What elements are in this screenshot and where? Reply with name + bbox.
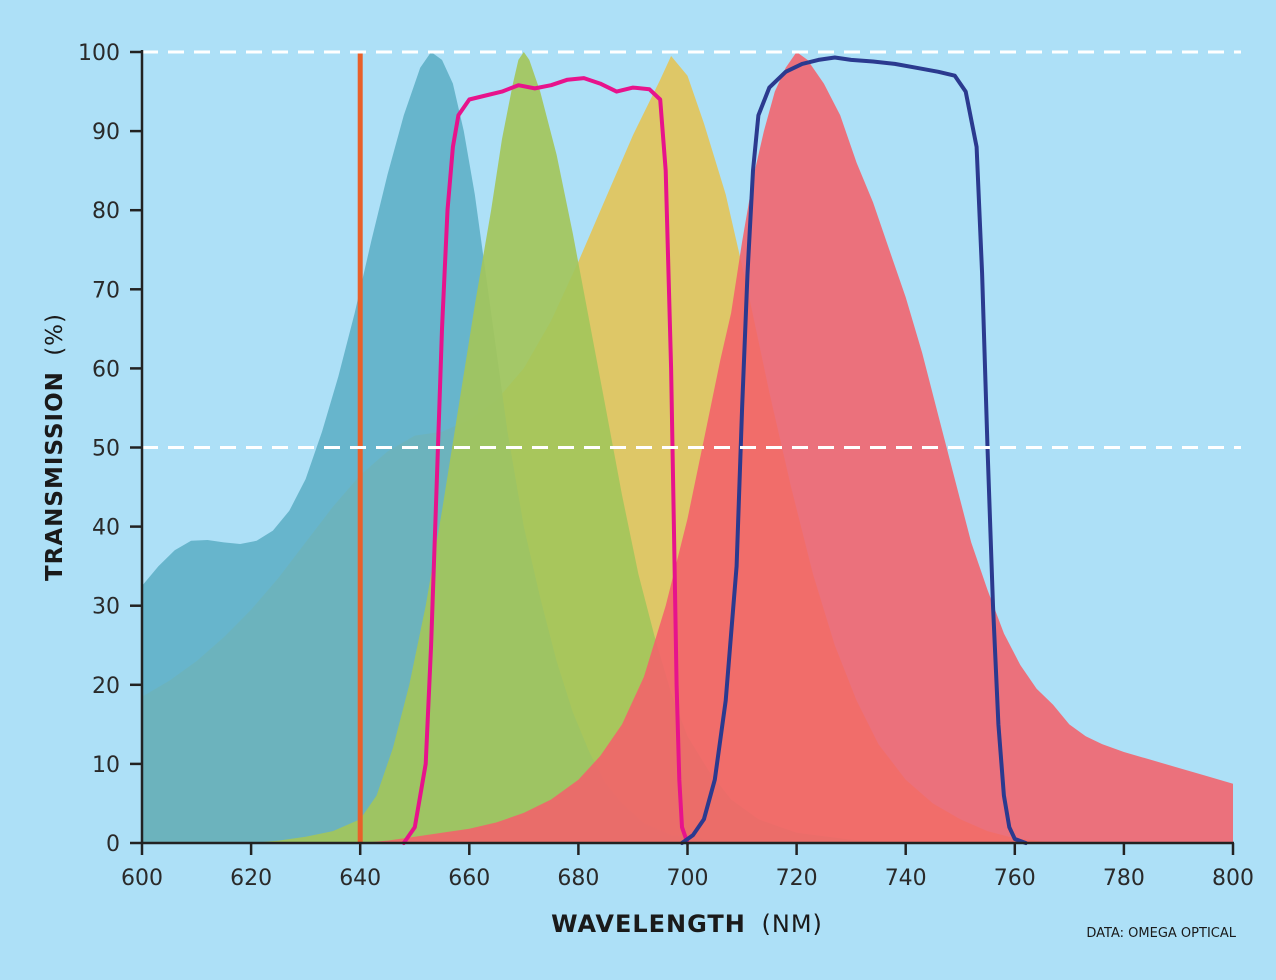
x-tick-label-660: 660 [448,866,490,891]
series-area-3 [142,52,906,843]
x-tick-label-600: 600 [121,866,163,891]
x-tick-label-680: 680 [557,866,599,891]
y-axis-title-unit: (%) [42,313,68,356]
y-tick-label-10: 10 [92,753,120,778]
series-line-6 [680,55,1028,845]
y-tick-label-90: 90 [92,120,120,145]
x-tick-label-640: 640 [339,866,381,891]
y-tick-label-40: 40 [92,516,120,541]
y-tick-label-30: 30 [92,595,120,620]
y-tick-label-20: 20 [92,674,120,699]
y-axis-title: TRANSMISSION (%) [42,313,68,581]
y-tick-label-100: 100 [78,41,120,66]
x-tick-label-720: 720 [776,866,818,891]
data-credit: DATA: OMEGA OPTICAL [1086,926,1236,941]
y-tick-label-0: 0 [106,832,120,857]
y-tick-label-70: 70 [92,278,120,303]
x-tick-label-700: 700 [667,866,709,891]
x-tick-label-800: 800 [1212,866,1254,891]
reference-lines [142,50,1241,449]
x-tick-label-620: 620 [230,866,272,891]
series-line-5 [401,76,690,845]
x-axis-title-unit: (NM) [762,910,823,938]
x-axis-title-main: WAVELENGTH [551,910,746,938]
x-tick-label-760: 760 [994,866,1036,891]
x-axis-title: WAVELENGTH (NM) [551,910,823,938]
y-tick-label-50: 50 [92,437,120,462]
y-axis-title-main: TRANSMISSION [42,371,68,581]
x-tick-label-780: 780 [1103,866,1145,891]
ticks: 0 10 20 30 40 50 60 70 80 90 100 600 620 640 660 680 700… [78,41,1254,891]
y-tick-label-80: 80 [92,199,120,224]
x-tick-label-740: 740 [885,866,927,891]
y-tick-label-60: 60 [92,357,120,382]
